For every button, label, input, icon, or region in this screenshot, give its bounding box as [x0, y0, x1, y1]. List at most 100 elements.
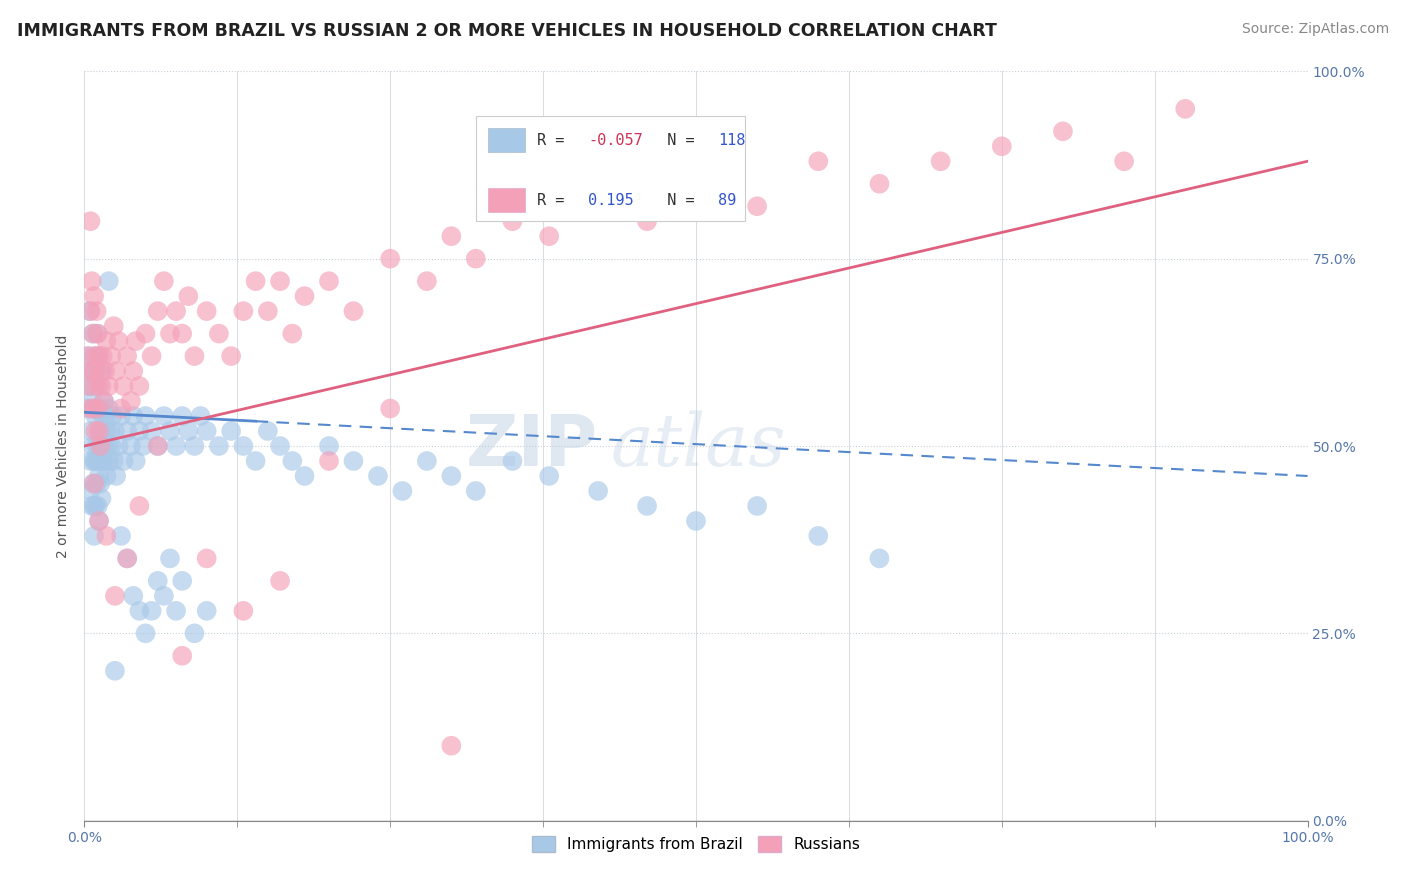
Point [120, 394, 142, 409]
Point [79, 454, 101, 468]
Point [93, 439, 115, 453]
Point [86, 401, 108, 416]
FancyBboxPatch shape [488, 128, 524, 153]
Text: Source: ZipAtlas.com: Source: ZipAtlas.com [1241, 22, 1389, 37]
Point [685, 177, 707, 191]
Point [91, 364, 114, 378]
Point [146, 439, 169, 453]
Point [391, 483, 413, 498]
Point [98, 424, 121, 438]
Point [87, 499, 110, 513]
Point [380, 401, 402, 416]
Point [115, 551, 138, 566]
Point [318, 454, 340, 468]
Point [79, 424, 101, 438]
Point [245, 274, 267, 288]
Point [153, 589, 176, 603]
Point [195, 304, 218, 318]
Point [538, 229, 561, 244]
Point [1174, 102, 1197, 116]
Point [110, 401, 132, 416]
Point [94, 364, 117, 378]
Point [90, 454, 112, 468]
Point [87, 514, 110, 528]
Point [79, 304, 101, 318]
Point [93, 394, 115, 409]
Point [232, 439, 254, 453]
Point [83, 401, 105, 416]
Point [183, 626, 205, 640]
Point [195, 424, 218, 438]
Point [80, 364, 103, 378]
Point [586, 483, 609, 498]
Point [104, 424, 127, 438]
Text: -0.057: -0.057 [588, 133, 643, 148]
Point [318, 439, 340, 453]
Point [100, 439, 122, 453]
Text: N =: N = [650, 193, 704, 208]
Point [94, 409, 117, 423]
Point [97, 439, 120, 453]
Point [586, 199, 609, 213]
Point [440, 229, 463, 244]
Point [318, 274, 340, 288]
Point [125, 454, 148, 468]
Point [342, 304, 364, 318]
Point [87, 424, 110, 438]
Point [128, 379, 150, 393]
Point [110, 529, 132, 543]
Point [219, 424, 242, 438]
Point [83, 499, 105, 513]
Point [101, 409, 124, 423]
Point [141, 604, 163, 618]
Point [636, 499, 658, 513]
Y-axis label: 2 or more Vehicles in Household: 2 or more Vehicles in Household [56, 334, 70, 558]
Point [77, 304, 100, 318]
Point [172, 648, 194, 663]
Point [96, 424, 118, 438]
Point [87, 454, 110, 468]
Point [86, 364, 108, 378]
Point [76, 401, 98, 416]
Point [80, 394, 103, 409]
Point [929, 154, 952, 169]
Point [83, 364, 105, 378]
Point [269, 274, 291, 288]
Point [245, 454, 267, 468]
Point [172, 574, 194, 588]
Point [82, 401, 104, 416]
Text: N =: N = [650, 133, 704, 148]
Point [416, 274, 439, 288]
Point [219, 349, 242, 363]
Point [83, 476, 105, 491]
Point [342, 454, 364, 468]
Point [96, 334, 118, 348]
Point [77, 379, 100, 393]
Point [991, 139, 1014, 153]
Point [86, 439, 108, 453]
Point [86, 379, 108, 393]
Point [84, 349, 107, 363]
Point [183, 439, 205, 453]
Point [90, 379, 112, 393]
Point [281, 326, 304, 341]
Point [153, 274, 176, 288]
Point [146, 439, 169, 453]
Point [807, 529, 830, 543]
Point [195, 604, 218, 618]
Point [183, 349, 205, 363]
Point [190, 409, 212, 423]
Point [257, 424, 280, 438]
Point [159, 424, 181, 438]
Point [84, 364, 107, 378]
Point [257, 304, 280, 318]
Point [89, 439, 111, 453]
Point [440, 469, 463, 483]
Point [87, 349, 110, 363]
Legend: Immigrants from Brazil, Russians: Immigrants from Brazil, Russians [526, 830, 866, 858]
Point [86, 304, 108, 318]
Point [89, 476, 111, 491]
Point [90, 424, 112, 438]
Point [87, 514, 110, 528]
Point [538, 469, 561, 483]
